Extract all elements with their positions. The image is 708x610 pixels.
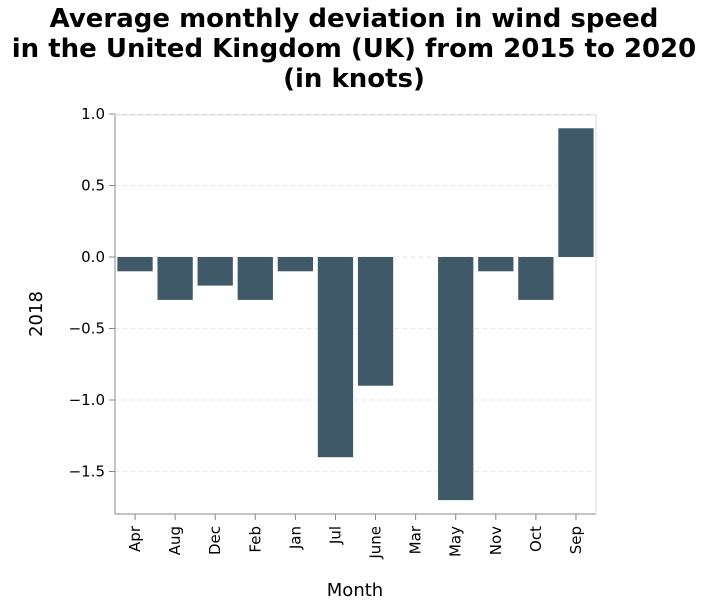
y-tick-label: 0.5	[81, 177, 105, 195]
bar-june	[357, 257, 394, 386]
bar-dec	[197, 257, 233, 286]
bars	[117, 128, 594, 501]
y-tick-label: 0.0	[81, 248, 105, 266]
x-axis-title: Month	[327, 580, 383, 601]
grid-lines	[115, 113, 596, 472]
y-axis-ticks: 1.0 0.5 0.0 −0.5 −1.0 −1.5	[69, 105, 115, 481]
y-tick-label: −1.0	[69, 391, 105, 409]
x-tick-label: Apr	[126, 525, 144, 552]
axes	[114, 114, 597, 515]
x-tick-label: Mar	[407, 525, 425, 554]
y-tick-label: −0.5	[69, 320, 105, 338]
bar-oct	[518, 257, 554, 300]
bar-jul	[317, 257, 354, 458]
x-tick-label: Sep	[567, 526, 585, 554]
x-tick-label: Feb	[246, 526, 264, 553]
y-tick-label: 1.0	[81, 105, 105, 123]
x-tick-label: Aug	[166, 526, 184, 555]
x-tick-label: Oct	[527, 526, 545, 552]
bar-jan	[277, 257, 314, 272]
x-tick-label: May	[447, 526, 465, 557]
x-tick-label: June	[367, 526, 385, 560]
bar-apr	[117, 257, 153, 272]
bar-feb	[237, 257, 273, 300]
chart-title: Average monthly deviation in wind speed …	[0, 4, 708, 94]
chart-title-line-2: in the United Kingdom (UK) from 2015 to …	[11, 34, 697, 64]
bar-sep	[558, 128, 594, 257]
x-axis-ticks: Apr Aug Dec Feb Jan Jul June Mar May Nov Oct Sep	[126, 514, 585, 560]
x-tick-label: Nov	[487, 526, 505, 555]
chart-title-line-1: Average monthly deviation in wind speed	[49, 4, 659, 34]
bar-aug	[157, 257, 193, 300]
bar-may	[438, 257, 474, 501]
y-tick-label: −1.5	[69, 463, 105, 481]
bar-nov	[478, 257, 514, 272]
x-tick-label: Jan	[286, 526, 304, 550]
x-tick-label: Jul	[326, 526, 344, 545]
y-axis-title: 2018	[26, 291, 47, 337]
x-tick-label: Dec	[206, 526, 224, 555]
chart-title-line-3: (in knots)	[283, 64, 425, 94]
